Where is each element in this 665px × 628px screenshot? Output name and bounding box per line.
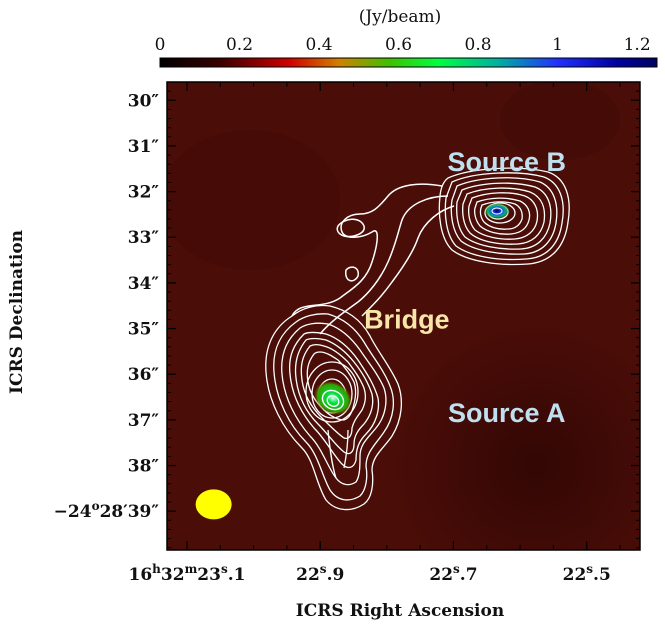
x-axis-title: ICRS Right Ascension: [296, 601, 504, 621]
beam-ellipse: [195, 489, 232, 520]
y-tick-label: 31″: [128, 137, 160, 157]
colorbar-tick-label: 0.6: [385, 35, 412, 55]
y-tick-label: 34″: [128, 274, 160, 294]
x-axis: 16h32m23s.1 22s.9 22s.7 22s.5: [129, 82, 621, 585]
colorbar-tick-label: 0.8: [465, 35, 492, 55]
annotations: Source B Bridge Source A: [364, 147, 566, 428]
y-tick-label: 38″: [128, 457, 160, 477]
annotation-label: Source A: [448, 398, 566, 428]
y-axis-title: ICRS Declination: [7, 230, 27, 394]
image-area: Source B Bridge Source A: [167, 82, 640, 550]
y-tick-label: 35″: [128, 320, 160, 340]
colorbar: [159, 57, 658, 68]
x-tick-label: 22s.5: [563, 562, 611, 585]
colorbar-tick-label: 0.4: [306, 35, 333, 55]
colorbar-label: (Jy/beam): [359, 7, 442, 27]
y-tick-label: 37″: [128, 411, 160, 431]
colorbar-tick-label: 0.2: [226, 35, 253, 55]
y-tick-label: 33″: [128, 228, 160, 248]
colorbar-tick-label: 1.2: [624, 35, 651, 55]
y-tick-label: 32″: [128, 183, 160, 203]
annotation-label: Bridge: [364, 304, 450, 334]
y-tick-label: 36″: [128, 365, 160, 385]
source-b-core: [484, 203, 510, 219]
y-tick-label: 30″: [128, 91, 160, 111]
colorbar-tick-label: 1: [552, 35, 563, 55]
y-axis: 30″ 31″ 32″ 33″ 34″ 35″ 36″ 37″ 38″ −24o28′39″: [54, 90, 640, 549]
plot-frame: [166, 81, 641, 551]
bridge-contours: [291, 183, 455, 335]
x-tick-label: 22s.9: [296, 562, 344, 585]
y-tick-label: −24o28′39″: [54, 499, 160, 522]
x-tick-label: 22s.7: [429, 562, 477, 585]
colorbar-tick-label: 0: [155, 35, 166, 55]
x-tick-label: 16h32m23s.1: [129, 562, 246, 585]
annotation-label: Source B: [447, 147, 566, 177]
